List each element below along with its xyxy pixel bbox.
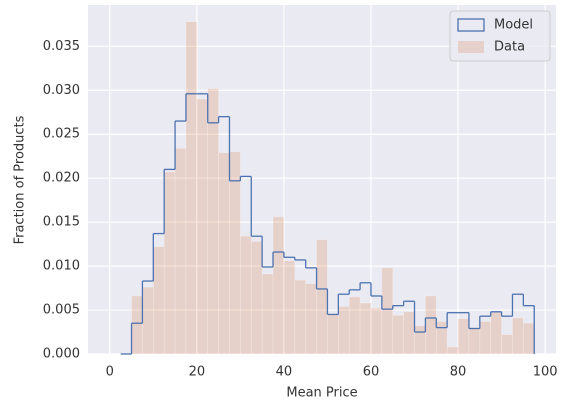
bar bbox=[153, 246, 165, 355]
bar bbox=[185, 21, 198, 355]
legend-label: Model bbox=[494, 18, 533, 33]
bar bbox=[435, 321, 448, 355]
bar bbox=[523, 322, 535, 355]
bar bbox=[294, 279, 306, 355]
y-tick-label: 0.000 bbox=[43, 347, 80, 362]
x-tick-label: 100 bbox=[533, 365, 558, 380]
y-axis-label: Fraction of Products bbox=[13, 115, 28, 244]
bar bbox=[229, 151, 241, 355]
legend: Model Data bbox=[449, 10, 551, 62]
bar bbox=[414, 325, 426, 355]
bar bbox=[250, 241, 263, 355]
x-tick-label: 20 bbox=[189, 365, 206, 380]
bar bbox=[261, 273, 274, 355]
series-0 bbox=[120, 93, 535, 355]
bar bbox=[381, 267, 394, 355]
bar bbox=[327, 313, 339, 355]
bar bbox=[370, 307, 383, 355]
x-tick-label: 40 bbox=[276, 365, 293, 380]
y-tick-label: 0.010 bbox=[43, 259, 80, 274]
bar bbox=[348, 296, 361, 355]
bar bbox=[425, 295, 437, 355]
bar bbox=[163, 171, 176, 355]
bar bbox=[305, 283, 317, 355]
series-1 bbox=[131, 21, 535, 355]
legend-box bbox=[449, 10, 551, 62]
legend-swatch bbox=[457, 18, 485, 32]
y-tick-label: 0.030 bbox=[43, 83, 80, 98]
bar bbox=[338, 306, 350, 355]
bar bbox=[512, 317, 524, 355]
legend-swatch bbox=[458, 41, 484, 53]
bar bbox=[392, 315, 404, 355]
bar bbox=[403, 311, 415, 355]
bar bbox=[272, 216, 285, 355]
bar bbox=[207, 88, 219, 355]
y-tick-label: 0.020 bbox=[43, 171, 80, 186]
y-tick-label: 0.015 bbox=[43, 215, 80, 230]
bar bbox=[240, 235, 252, 355]
x-tick-label: 60 bbox=[363, 365, 380, 380]
bar bbox=[316, 239, 328, 355]
bar bbox=[490, 311, 502, 355]
x-tick-label: 80 bbox=[450, 365, 467, 380]
bar bbox=[131, 295, 143, 355]
bar bbox=[446, 346, 459, 355]
y-tick-label: 0.005 bbox=[43, 303, 80, 318]
bar bbox=[468, 327, 481, 355]
bar bbox=[359, 302, 372, 355]
plot-area bbox=[88, 5, 556, 354]
legend-label: Data bbox=[494, 40, 525, 55]
bar bbox=[457, 318, 470, 355]
bar bbox=[479, 321, 491, 355]
bar bbox=[283, 260, 296, 355]
bar bbox=[142, 286, 154, 355]
y-tick-label: 0.035 bbox=[43, 39, 80, 54]
y-tick-label: 0.025 bbox=[43, 127, 80, 142]
bar bbox=[218, 152, 230, 355]
x-axis-label: Mean Price bbox=[286, 386, 357, 401]
bar bbox=[196, 98, 209, 355]
x-tick-label: 0 bbox=[106, 365, 114, 380]
bar bbox=[501, 334, 513, 355]
bar bbox=[174, 147, 187, 355]
